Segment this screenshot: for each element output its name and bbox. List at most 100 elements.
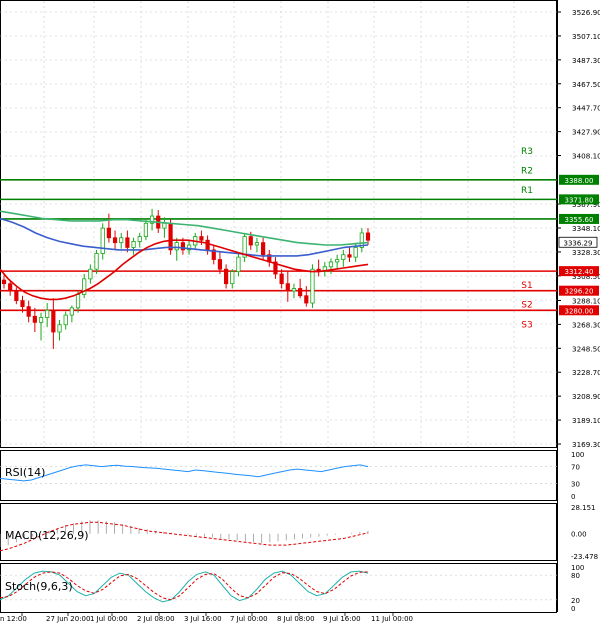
moving-average-green: [0, 210, 369, 246]
candle-body: [57, 324, 62, 333]
panel-frame-macd: [0, 503, 557, 561]
price-tick-label: 3189.10: [572, 416, 600, 425]
level-price-box-s2: [559, 285, 599, 296]
level-name-s3: S3: [521, 320, 532, 330]
price-tick-label: 3208.90: [572, 392, 600, 401]
candle-body: [168, 222, 173, 251]
price-tick-label: 3288.10: [572, 296, 600, 305]
stoch-tick-label: 80: [571, 572, 580, 580]
candle-body: [94, 253, 99, 270]
rsi-title: RSI(14): [5, 466, 45, 479]
x-tick-label: 3 Jul 16:00: [184, 615, 222, 623]
stoch-tick-label: 100: [571, 564, 584, 572]
candle-body: [248, 236, 253, 246]
candle-body: [261, 242, 266, 256]
candle-body: [224, 268, 229, 285]
candle-body: [149, 215, 155, 224]
panel-frame-stoch: [0, 563, 557, 613]
current-price-box: [558, 236, 598, 248]
candle-body: [1, 279, 7, 285]
candle-body: [162, 222, 167, 229]
candle-body: [82, 278, 87, 295]
candle-body: [199, 236, 204, 241]
x-tick-label: 7 Jul 00:00: [230, 615, 268, 623]
x-tick-label: n 12:00: [0, 615, 27, 623]
macd-tick-label: -23.478: [571, 553, 598, 561]
candle-body: [180, 242, 186, 251]
candle-body: [20, 300, 25, 308]
current-price-label: 3336.29: [564, 239, 593, 247]
candle-body: [26, 306, 31, 317]
price-tick-label: 3526.90: [572, 8, 600, 17]
price-tick-label: 3447.70: [572, 104, 600, 113]
price-tick-label: 3367.90: [572, 200, 600, 209]
macd-tick-label: 0.00: [571, 531, 587, 539]
level-name-s2: S2: [521, 301, 532, 311]
candle-body: [341, 254, 346, 260]
candle-body: [291, 288, 297, 292]
level-price-label-s2: 3296.20: [565, 288, 594, 296]
price-tick-label: 3169.30: [572, 440, 600, 449]
candle-body: [230, 271, 235, 285]
stoch-tick-label: 0: [571, 605, 575, 613]
candle-body: [298, 288, 303, 297]
candle-body: [217, 259, 223, 270]
price-tick-label: 3268.30: [572, 320, 600, 329]
candle-body: [119, 237, 124, 244]
x-tick-label: 8 Jul 08:00: [277, 615, 315, 623]
macd-title: MACD(12,26,9): [5, 529, 89, 542]
candle-body: [347, 254, 352, 258]
candle-body: [106, 227, 111, 239]
stoch-tick-label: 20: [571, 597, 580, 605]
candle-body: [353, 247, 358, 258]
price-tick-label: 3507.10: [572, 32, 600, 41]
candle-body: [365, 232, 371, 241]
price-tick-label: 3328.30: [572, 248, 600, 257]
x-tick-label: 2 Jul 08:00: [137, 615, 175, 623]
candle-body: [100, 227, 105, 254]
candle-body: [174, 242, 179, 251]
candle-body: [45, 309, 50, 318]
candle-body: [322, 266, 327, 273]
candle-body: [14, 290, 19, 302]
moving-average-blue: [0, 217, 369, 257]
candle-body: [279, 273, 284, 285]
level-price-box-r1: [559, 213, 599, 224]
candle-body: [69, 307, 74, 316]
candle-body: [143, 222, 148, 237]
price-tick-label: 3228.70: [572, 368, 600, 377]
level-name-r2: R2: [521, 166, 533, 176]
candle-body: [63, 314, 68, 326]
candle-body: [8, 283, 13, 292]
candle-body: [51, 309, 56, 333]
candle-body: [310, 268, 315, 304]
candle-body: [205, 239, 210, 251]
level-price-box-r3: [559, 174, 599, 185]
candle-body: [125, 237, 130, 248]
candle-body: [254, 242, 260, 246]
panel-frame-main: [0, 0, 557, 448]
rsi-tick-label: 0: [571, 493, 575, 501]
rsi-tick-label: 100: [571, 451, 584, 459]
stoch-k-line: [0, 570, 369, 603]
candle-body: [112, 237, 118, 244]
moving-average-red: [0, 239, 369, 301]
candle-body: [242, 236, 247, 258]
level-price-label-r1: 3355.60: [565, 216, 594, 224]
price-tick-label: 3248.50: [572, 344, 600, 353]
candle-body: [211, 249, 216, 260]
candle-body: [32, 315, 37, 323]
candle-body: [131, 241, 136, 248]
level-price-box-s3: [559, 305, 599, 316]
x-tick-label: 27 Jun 20:00: [46, 615, 90, 623]
candle-body: [236, 256, 241, 273]
level-name-r1: R1: [521, 186, 533, 196]
rsi-tick-label: 30: [571, 480, 580, 488]
level-name-r3: R3: [521, 147, 533, 157]
candle-body: [285, 283, 290, 292]
rsi-line: [0, 464, 369, 482]
level-price-label-r3: 3388.00: [565, 177, 594, 185]
candle-body: [273, 261, 278, 275]
